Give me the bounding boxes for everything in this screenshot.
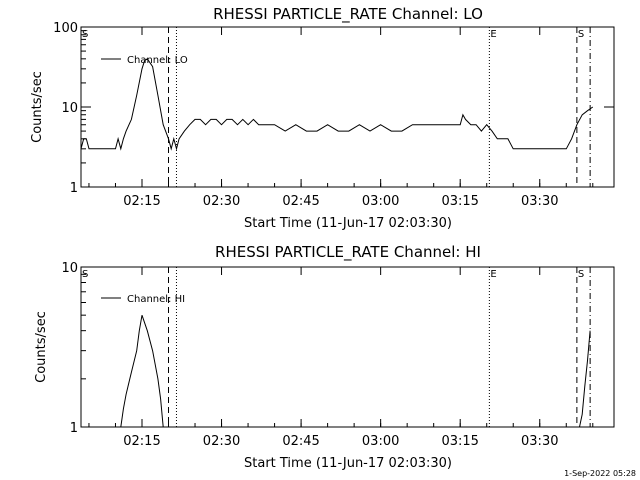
lo-y-tick-label: 100: [53, 21, 78, 36]
lo-plot-frame: [80, 26, 615, 188]
hi-y-tick-label: 10: [61, 261, 78, 276]
hi-marker-label: S: [82, 269, 88, 280]
lo-x-tick-label: 02:45: [282, 194, 319, 209]
lo-y-axis-label: Counts/sec: [30, 71, 45, 143]
lo-series-line: [80, 58, 594, 151]
hi-marker-label: S: [578, 269, 584, 280]
hi-y-axis-label: Counts/sec: [34, 311, 49, 383]
hi-x-axis-label: Start Time (11-Jun-17 02:03:30): [244, 456, 452, 471]
hi-x-tick-label: 03:00: [362, 434, 399, 449]
lo-x-tick-label: 03:30: [521, 194, 558, 209]
hi-legend-label: Channel: HI: [127, 294, 185, 305]
lo-x-tick-label: 03:15: [441, 194, 478, 209]
lo-axis-ticks: 02:15 02:30 02:45 03:00 03:15 03:30 1 10 100: [53, 21, 614, 209]
hi-x-tick-label: 03:30: [521, 434, 558, 449]
lo-y-tick-label: 1: [70, 181, 78, 196]
hi-x-tick-label: 02:30: [203, 434, 240, 449]
lo-marker-label: S: [578, 29, 584, 40]
lo-y-tick-label: 10: [61, 101, 78, 116]
lo-marker-label: E: [490, 29, 496, 40]
lo-x-tick-label: 02:15: [123, 194, 160, 209]
lo-x-axis-label: Start Time (11-Jun-17 02:03:30): [244, 216, 452, 231]
lo-channel-panel: RHESSI PARTICLE_RATE Channel: LO Start T…: [30, 5, 615, 231]
hi-series-line: [120, 315, 591, 428]
hi-axis-ticks: 02:15 02:30 02:45 03:00 03:15 03:30 1 10: [61, 261, 614, 449]
lo-marker-label: S: [82, 29, 88, 40]
lo-chart-title: RHESSI PARTICLE_RATE Channel: LO: [213, 5, 483, 24]
hi-x-tick-label: 02:15: [123, 434, 160, 449]
hi-chart-title: RHESSI PARTICLE_RATE Channel: HI: [215, 243, 481, 262]
generated-timestamp: 1-Sep-2022 05:28: [564, 469, 636, 478]
lo-x-tick-label: 02:30: [203, 194, 240, 209]
hi-channel-panel: RHESSI PARTICLE_RATE Channel: HI Start T…: [34, 243, 615, 471]
hi-x-tick-label: 03:15: [441, 434, 478, 449]
lo-legend-label: Channel: LO: [127, 55, 188, 66]
lo-x-tick-label: 03:00: [362, 194, 399, 209]
hi-marker-label: E: [490, 269, 496, 280]
hi-y-tick-label: 1: [70, 421, 78, 436]
hi-x-tick-label: 02:45: [282, 434, 319, 449]
